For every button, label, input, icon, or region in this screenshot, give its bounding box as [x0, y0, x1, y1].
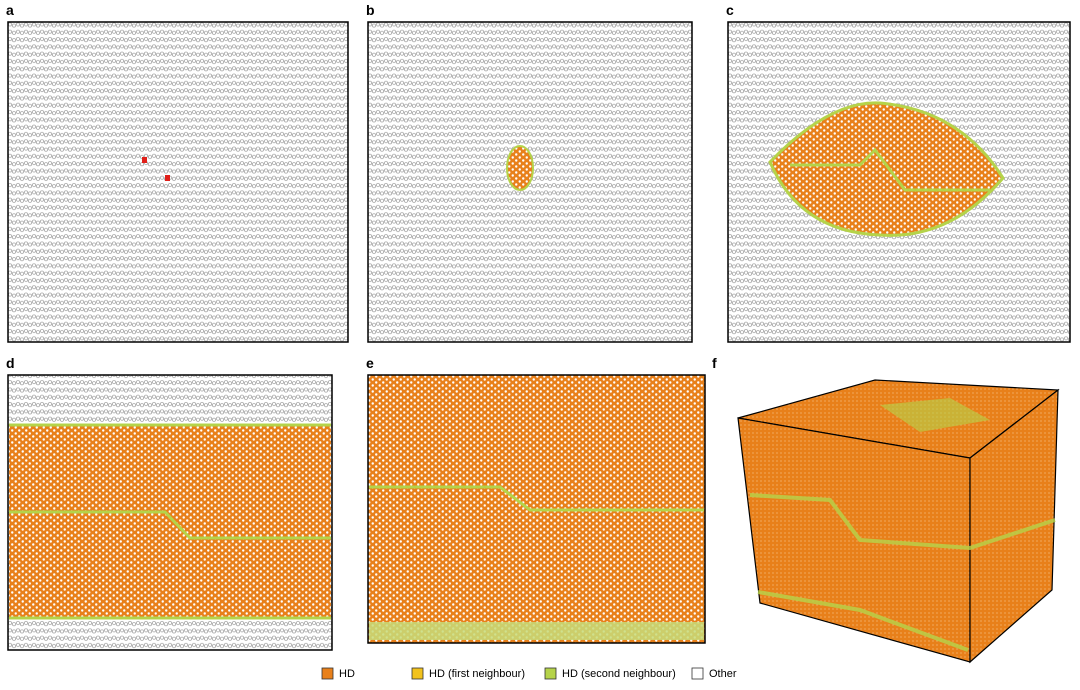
legend-label: HD (second neighbour) [562, 668, 676, 680]
legend: HD HD (first neighbour) HD (second neighbo… [321, 667, 737, 680]
boundary [790, 147, 990, 192]
defect [142, 157, 147, 163]
cube-side [969, 388, 1059, 664]
legend-swatch [321, 667, 334, 680]
legend-swatch [544, 667, 557, 680]
legend-label: HD (first neighbour) [429, 668, 525, 680]
defect [165, 175, 170, 181]
panel-label: d [6, 355, 15, 371]
boundary [9, 510, 331, 540]
cube-front [737, 417, 971, 663]
panel [7, 21, 349, 343]
hd-region [768, 101, 1005, 237]
legend-swatch [411, 667, 424, 680]
panel-label: b [366, 2, 375, 18]
legend-label: HD [339, 668, 355, 680]
boundary [369, 485, 704, 512]
boundary [749, 493, 1056, 551]
panel-label: c [726, 2, 734, 18]
legend-swatch [691, 667, 704, 680]
boundary [880, 398, 990, 432]
boundary [757, 590, 969, 652]
boundary [369, 622, 704, 640]
panel-label: f [712, 355, 717, 371]
panel-label: e [366, 355, 374, 371]
panel-label: a [6, 2, 14, 18]
hd-region [506, 145, 534, 191]
legend-label: Other [709, 668, 737, 680]
hd-region [9, 425, 331, 618]
